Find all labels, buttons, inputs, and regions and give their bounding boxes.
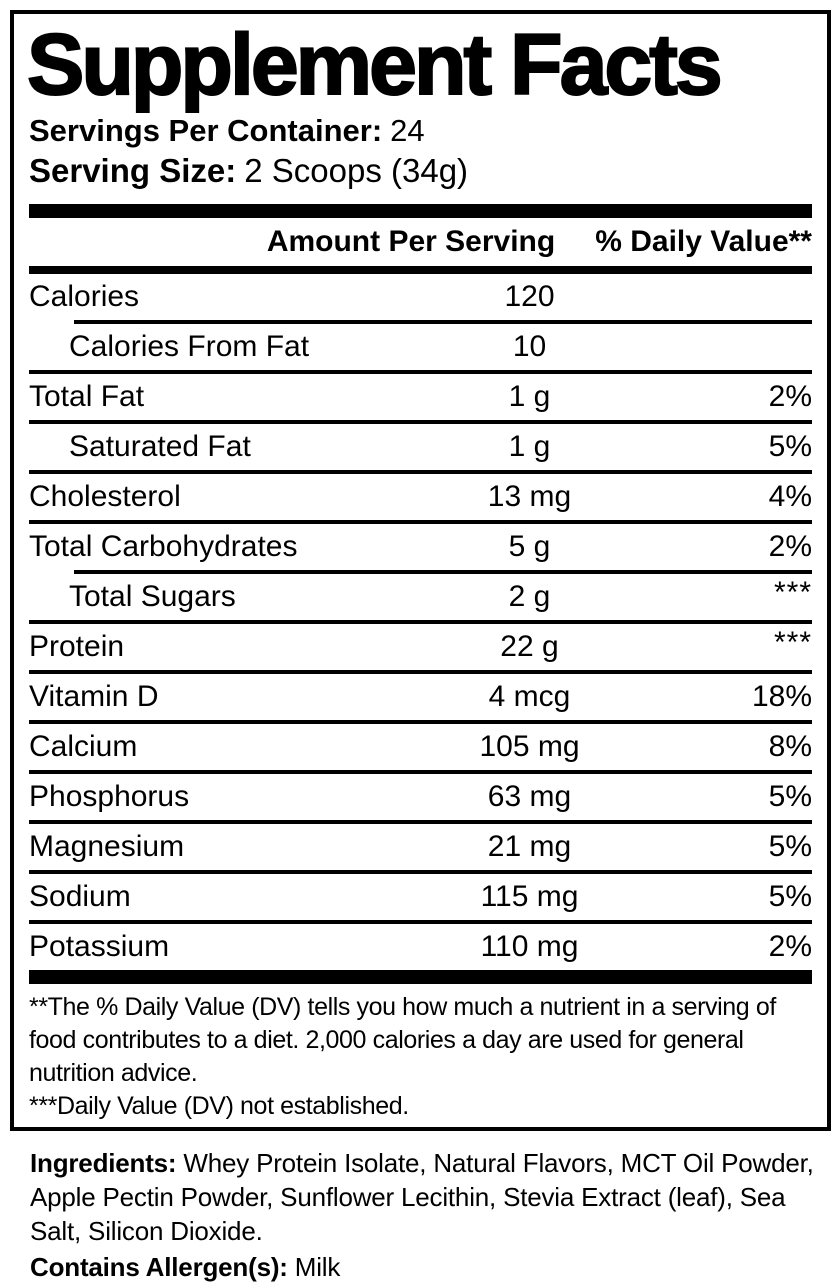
- table-row: Calcium 105 mg 8%: [29, 724, 812, 770]
- row-divider: [29, 370, 812, 374]
- nutrient-daily-value: 5%: [768, 830, 812, 863]
- ingredients-list: Whey Protein Isolate, Natural Flavors, M…: [30, 1148, 814, 1246]
- nutrient-name: Magnesium: [29, 830, 185, 863]
- nutrient-amount: 2 g: [508, 580, 551, 613]
- nutrient-name: Cholesterol: [29, 480, 181, 513]
- row-divider: [74, 570, 812, 574]
- header-divider: [29, 266, 812, 274]
- nutrient-amount: 13 mg: [487, 480, 572, 513]
- nutrient-amount: 120: [504, 280, 555, 313]
- nutrient-daily-value: 2%: [768, 930, 812, 963]
- row-divider: [29, 870, 812, 874]
- nutrient-daily-value: ***: [773, 576, 812, 609]
- table-row: Sodium 115 mg 5%: [29, 874, 812, 920]
- supplement-facts-panel: Supplement Facts Servings Per Container:…: [10, 10, 831, 1131]
- table-row: Calories From Fat 10: [29, 324, 812, 370]
- serving-size-label: Serving Size:: [29, 152, 237, 189]
- nutrient-daily-value: 2%: [768, 530, 812, 563]
- ingredients-label: Ingredients:: [30, 1148, 177, 1178]
- footnotes: **The % Daily Value (DV) tells you how m…: [29, 991, 812, 1123]
- table-row: Total Fat 1 g 2%: [29, 374, 812, 420]
- ingredients-section: Ingredients: Whey Protein Isolate, Natura…: [30, 1146, 826, 1284]
- nutrient-amount: 1 g: [508, 430, 551, 463]
- nutrient-name: Calories From Fat: [69, 330, 310, 363]
- nutrient-name: Calories: [29, 280, 140, 313]
- ingredients-line: Ingredients: Whey Protein Isolate, Natura…: [30, 1146, 826, 1248]
- nutrient-amount: 4 mcg: [488, 680, 571, 713]
- row-divider: [29, 820, 812, 824]
- table-row: Phosphorus 63 mg 5%: [29, 774, 812, 820]
- panel-title: Supplement Facts: [26, 17, 724, 113]
- table-row: Vitamin D 4 mcg 18%: [29, 674, 812, 720]
- table-row: Protein 22 g ***: [29, 624, 812, 670]
- allergen-value: Milk: [294, 1252, 341, 1282]
- nutrient-daily-value: 5%: [768, 880, 812, 913]
- nutrient-rows: Calories 120 Calories From Fat 10 Total Fat 1…: [29, 274, 812, 970]
- table-row: Saturated Fat 1 g 5%: [29, 424, 812, 470]
- nutrient-amount: 105 mg: [479, 730, 580, 763]
- row-divider: [29, 620, 812, 624]
- allergen-line: Contains Allergen(s): Milk: [30, 1250, 826, 1284]
- serving-size-value: 2 Scoops (34g): [244, 152, 469, 189]
- daily-value-footnote: **The % Daily Value (DV) tells you how m…: [29, 993, 776, 1087]
- nutrient-name: Total Fat: [29, 380, 145, 413]
- nutrient-name: Saturated Fat: [69, 430, 251, 463]
- row-divider: [29, 920, 812, 924]
- nutrient-amount: 63 mg: [487, 780, 572, 813]
- nutrient-amount: 10: [512, 330, 547, 363]
- nutrient-daily-value: 5%: [768, 780, 812, 813]
- row-divider: [29, 670, 812, 674]
- servings-per-container-line: Servings Per Container: 24: [29, 112, 812, 150]
- nutrient-daily-value: 18%: [751, 680, 812, 713]
- table-row: Potassium 110 mg 2%: [29, 924, 812, 970]
- nutrient-amount: 5 g: [508, 530, 551, 563]
- nutrient-daily-value: 4%: [768, 480, 812, 513]
- servings-per-container-label: Servings Per Container:: [29, 113, 383, 148]
- separator-bar-top: [29, 204, 812, 218]
- nutrient-daily-value: 8%: [768, 730, 812, 763]
- table-row: Total Carbohydrates 5 g 2%: [29, 524, 812, 570]
- nutrient-daily-value: 2%: [768, 380, 812, 413]
- row-divider: [29, 420, 812, 424]
- not-established-footnote: ***Daily Value (DV) not established.: [29, 1092, 409, 1120]
- column-header-row: Amount Per Serving % Daily Value**: [29, 218, 812, 266]
- nutrient-name: Vitamin D: [29, 680, 159, 713]
- servings-per-container-value: 24: [390, 113, 425, 148]
- row-divider: [29, 720, 812, 724]
- nutrient-name: Total Sugars: [69, 580, 236, 613]
- table-row: Cholesterol 13 mg 4%: [29, 474, 812, 520]
- separator-bar-bottom: [29, 970, 812, 984]
- nutrient-amount: 21 mg: [487, 830, 572, 863]
- nutrient-amount: 110 mg: [480, 930, 579, 963]
- nutrient-name: Sodium: [29, 880, 131, 913]
- row-divider: [29, 520, 812, 524]
- nutrient-daily-value: ***: [773, 626, 812, 659]
- table-row: Total Sugars 2 g ***: [29, 574, 812, 620]
- nutrient-daily-value: 5%: [768, 430, 812, 463]
- nutrient-amount: 1 g: [508, 380, 551, 413]
- row-divider: [74, 320, 812, 324]
- table-row: Calories 120: [29, 274, 812, 320]
- nutrient-name: Potassium: [29, 930, 170, 963]
- nutrient-name: Total Carbohydrates: [29, 530, 298, 563]
- allergen-label: Contains Allergen(s):: [30, 1252, 288, 1282]
- daily-value-header: % Daily Value**: [595, 225, 812, 258]
- nutrient-name: Calcium: [29, 730, 138, 763]
- nutrient-name: Phosphorus: [29, 780, 190, 813]
- amount-per-serving-header: Amount Per Serving: [266, 225, 556, 258]
- nutrient-amount: 115 mg: [480, 880, 579, 913]
- serving-size-line: Serving Size: 2 Scoops (34g): [29, 150, 812, 192]
- row-divider: [29, 470, 812, 474]
- table-row: Magnesium 21 mg 5%: [29, 824, 812, 870]
- nutrient-amount: 22 g: [500, 630, 559, 663]
- row-divider: [29, 770, 812, 774]
- nutrient-name: Protein: [29, 630, 125, 663]
